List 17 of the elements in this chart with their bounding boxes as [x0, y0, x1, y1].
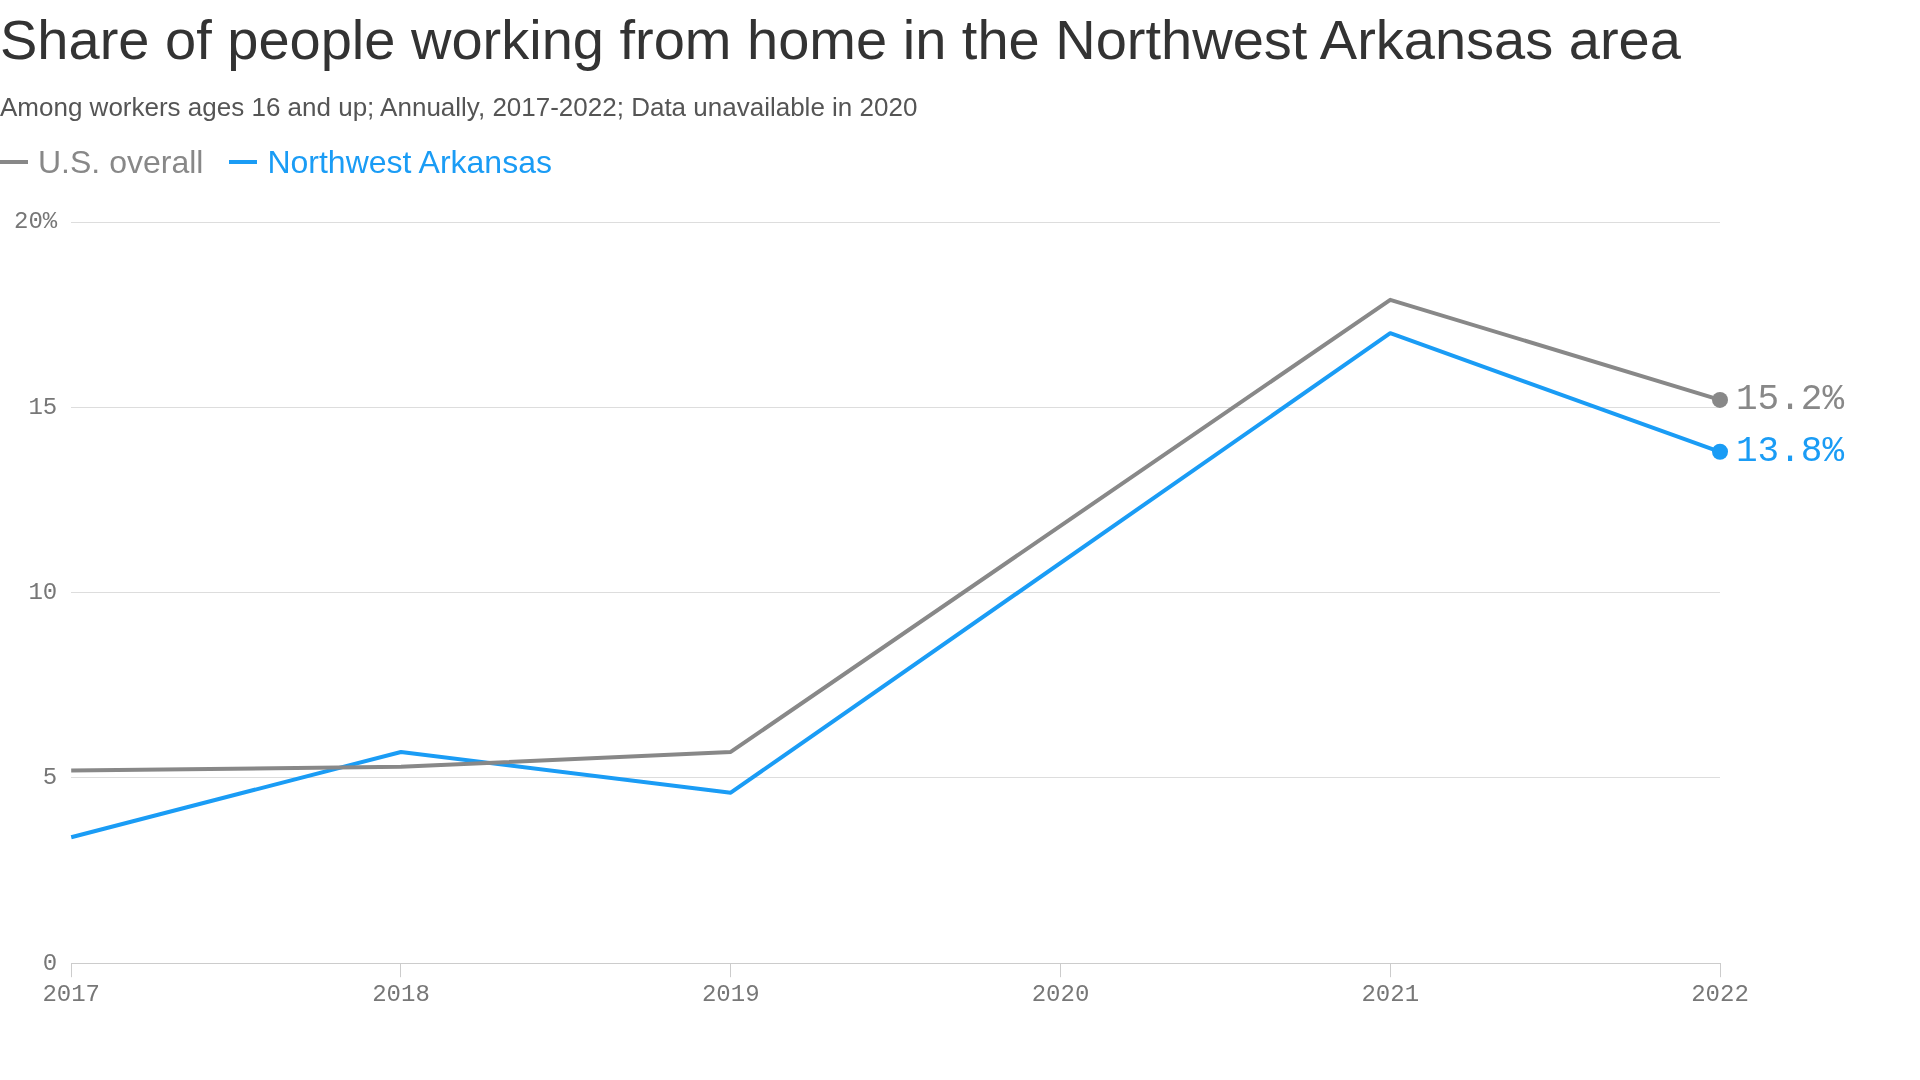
- y-tick-label: 0: [42, 949, 58, 977]
- legend-label: U.S. overall: [38, 143, 204, 182]
- x-tick-label: 2019: [701, 980, 760, 1008]
- y-tick-label: 15: [28, 393, 58, 421]
- legend-label: Northwest Arkansas: [267, 143, 552, 182]
- x-tick-label: 2021: [1361, 980, 1420, 1008]
- chart-title: Share of people working from home in the Northwest Arkansas area: [0, 7, 1682, 73]
- x-tick-label: 2018: [372, 980, 430, 1008]
- data-label: 15.2%: [1736, 379, 1845, 421]
- x-tick-label: 2020: [1031, 980, 1090, 1008]
- y-tick-label: 5: [42, 764, 58, 792]
- chart-subtitle: Among workers ages 16 and up; Annually, 2017-2022; Data unavailable in 2020: [0, 91, 919, 124]
- y-tick-label: 10: [28, 578, 58, 606]
- x-tick-label: 2022: [1691, 980, 1749, 1008]
- y-tick-label: 20%: [13, 208, 58, 236]
- data-label: 13.8%: [1736, 431, 1845, 473]
- x-tick-label: 2017: [42, 980, 101, 1008]
